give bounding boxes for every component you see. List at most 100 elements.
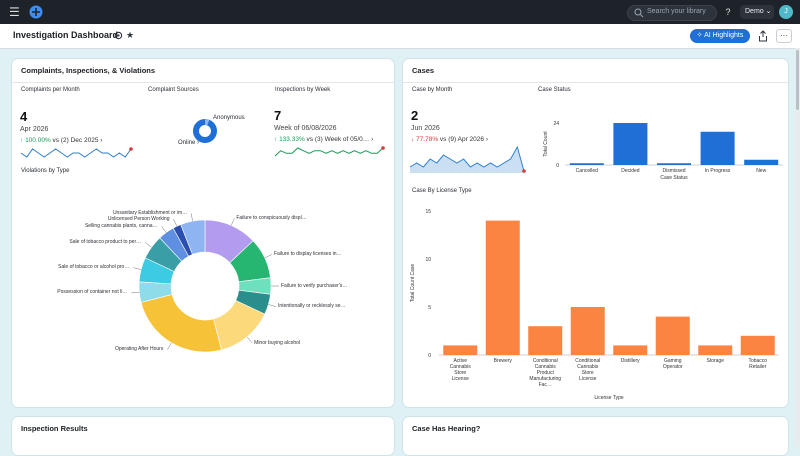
case-status-bar-chart[interactable]: 24 0 Total Count Cancelled Decided Dismissed I… — [535, 107, 785, 179]
avatar[interactable]: J — [779, 5, 793, 19]
license-bar[interactable] — [698, 345, 733, 355]
inspection-results-panel: Inspection Results — [11, 416, 395, 456]
help-button[interactable]: ? — [725, 7, 731, 17]
source-anonymous-label: Anonymous — [213, 115, 245, 121]
page-title: Investigation Dashboard — [13, 30, 119, 40]
violations-label: Violations by Type — [21, 168, 70, 174]
scrollbar[interactable] — [795, 48, 800, 447]
anonymous-slice[interactable] — [204, 119, 210, 126]
complaints-period: Apr 2026 — [20, 126, 49, 133]
status-bar[interactable] — [744, 159, 779, 165]
panel-title: Inspection Results — [21, 424, 88, 433]
chevron-right-icon: › — [371, 136, 374, 143]
favorite-star-icon[interactable]: ★ — [126, 30, 135, 40]
share-icon[interactable] — [758, 30, 768, 42]
label-leader-line — [246, 336, 253, 344]
x-tick-label: License — [579, 376, 596, 382]
x-tick-label: Cannabis — [450, 364, 472, 370]
case-month-value: 2 — [411, 108, 419, 123]
y-tick-label: 24 — [553, 121, 559, 127]
sparkle-icon: ✧ — [696, 32, 703, 39]
license-bar[interactable] — [528, 326, 563, 355]
settings-icon[interactable] — [114, 31, 123, 40]
chevron-down-icon: ⌄ — [765, 8, 772, 15]
user-label: Demo — [745, 8, 764, 15]
violation-slice-label: Sale of tobacco product to per… — [69, 239, 142, 245]
sparkline-end-dot — [522, 169, 526, 173]
x-tick-label: Distillery — [621, 358, 640, 364]
y-tick-label: 0 — [428, 353, 431, 359]
x-tick-label: Dismissed — [662, 168, 685, 174]
violation-slice-label: Unsanitary Establishment or im… — [112, 209, 188, 216]
license-bar[interactable] — [655, 316, 690, 355]
x-tick-label: Retailer — [749, 364, 767, 370]
search-input[interactable]: Search your library — [627, 5, 717, 21]
x-tick-label: License — [452, 376, 469, 382]
sparkline-end-dot — [129, 147, 133, 151]
violation-slice[interactable] — [140, 294, 222, 353]
x-axis-label: License Type — [594, 395, 624, 401]
x-tick-label: Conditional — [575, 358, 600, 364]
case-month-period: Jun 2026 — [411, 125, 440, 132]
violation-slice[interactable] — [180, 219, 206, 255]
x-tick-label: Store — [454, 370, 466, 376]
label-leader-line — [264, 254, 273, 259]
violation-slice-label: Possession of container not li… — [57, 289, 128, 296]
complaints-change-row[interactable]: ↑ 100.00% vs (2) Dec 2025 › — [20, 137, 102, 144]
more-options-button[interactable]: ··· — [776, 29, 792, 43]
license-bar[interactable] — [570, 307, 605, 355]
label-leader-line — [161, 225, 167, 233]
status-bar[interactable] — [656, 163, 692, 165]
license-bar[interactable] — [740, 335, 775, 355]
label-leader-line — [167, 342, 172, 350]
ai-highlights-button[interactable]: ✧ AI Highlights — [690, 29, 750, 43]
panel-title: Case Has Hearing? — [412, 424, 481, 433]
chevron-right-icon: › — [197, 140, 200, 146]
panel-divider — [403, 82, 788, 83]
app-logo-icon[interactable] — [28, 4, 44, 20]
case-status-label: Case Status — [538, 87, 571, 93]
panel-title: Cases — [412, 66, 435, 75]
license-bar[interactable] — [613, 345, 648, 355]
menu-icon[interactable]: ☰ — [9, 5, 20, 19]
label-leader-line — [131, 291, 140, 294]
x-axis-label: Case Status — [660, 175, 688, 179]
inspections-period: Week of 06/08/2026 — [274, 125, 337, 132]
inspections-change-row[interactable]: ↑ 133.33% vs (3) Week of 05/0… › — [274, 136, 373, 143]
case-month-change-row[interactable]: ↓ 77.78% vs (9) Apr 2026 › — [411, 136, 488, 143]
complaints-panel: Complaints, Inspections, & Violations Co… — [11, 58, 395, 408]
complaints-label: Complaints per Month — [21, 87, 80, 93]
complaint-sources-donut[interactable] — [192, 118, 218, 144]
status-bar[interactable] — [700, 131, 735, 165]
user-menu-button[interactable]: Demo ⌄ — [740, 5, 774, 19]
label-leader-line — [268, 304, 277, 307]
label-leader-line — [133, 267, 142, 270]
status-bar[interactable] — [613, 123, 648, 165]
x-tick-label: Cannabis — [577, 364, 599, 370]
dashboard-header: Investigation Dashboard ★ ✧ AI Highlight… — [0, 24, 800, 49]
license-bar[interactable] — [485, 220, 520, 355]
violation-slice-label: Intentionally or recklessly se… — [278, 303, 346, 310]
y-tick-label: 15 — [425, 209, 431, 215]
y-tick-label: 5 — [428, 305, 431, 311]
cases-panel: Cases Case by Month 2 Jun 2026 ↓ 77.78% … — [402, 58, 789, 408]
label-leader-line — [230, 217, 235, 226]
source-online-label[interactable]: Online › — [178, 140, 199, 146]
x-tick-label: In Progress — [705, 168, 731, 174]
complaints-compare: vs (2) Dec 2025 — [52, 137, 99, 144]
license-bar[interactable] — [443, 345, 478, 355]
y-tick-label: 10 — [425, 257, 431, 263]
arrow-up-icon: ↑ — [274, 136, 278, 143]
y-tick-label: 0 — [556, 163, 559, 169]
status-bar[interactable] — [569, 163, 604, 165]
label-leader-line — [271, 285, 279, 287]
sparkline-area — [410, 147, 524, 173]
violation-slice-label: Sale of tobacco or alcohol pro… — [58, 264, 130, 271]
violation-slice-label: Operating After Hours — [114, 346, 164, 353]
x-tick-label: Conditional — [533, 358, 558, 364]
violations-donut-chart[interactable] — [138, 219, 272, 353]
top-bar: ☰ Search your library ? Demo ⌄ J — [0, 0, 800, 24]
case-month-label: Case by Month — [412, 87, 453, 93]
scrollbar-thumb[interactable] — [796, 50, 799, 110]
